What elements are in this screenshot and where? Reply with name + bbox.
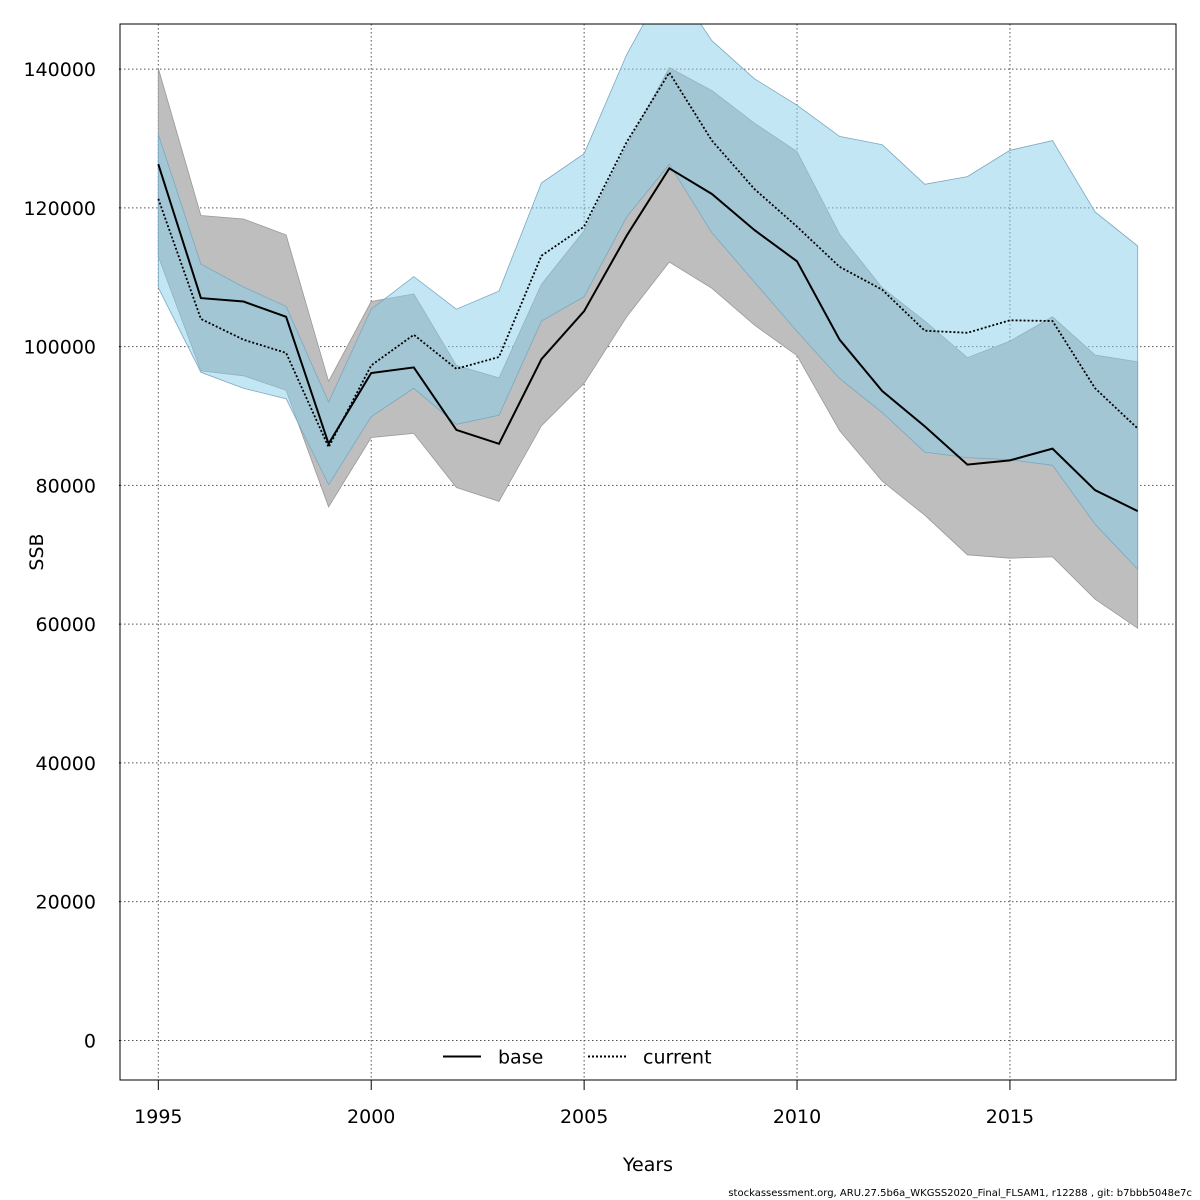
- x-tick-label-2005: 2005: [560, 1106, 608, 1128]
- legend-label-current: current: [643, 1046, 712, 1068]
- line-base: [157, 163, 1139, 512]
- y-tick-label-60000: 60000: [36, 614, 96, 636]
- y-tick-label-80000: 80000: [36, 475, 96, 497]
- x-tick-label-2000: 2000: [347, 1106, 395, 1128]
- x-axis: 1995 2000 2005 2010 2015: [134, 1079, 1034, 1128]
- band-current: [157, 24, 1139, 571]
- x-tick-label-2010: 2010: [773, 1106, 821, 1128]
- footer-credit: stockassessment.org, ARU.27.5b6a_WKGSS20…: [728, 1188, 1192, 1199]
- line-current: [157, 70, 1139, 450]
- legend: base current: [443, 1046, 712, 1068]
- y-tick-label-100000: 100000: [23, 337, 96, 359]
- y-tick-label-120000: 120000: [23, 198, 96, 220]
- confidence-bands: [157, 24, 1139, 630]
- y-tick-label-20000: 20000: [36, 892, 96, 914]
- y-tick-label-40000: 40000: [36, 753, 96, 775]
- legend-label-base: base: [498, 1046, 543, 1068]
- y-axis: 0 20000 40000 60000 80000 100000 120000 140000: [23, 59, 120, 1052]
- y-tick-label-140000: 140000: [23, 59, 96, 81]
- y-tick-label-0: 0: [84, 1030, 96, 1052]
- x-tick-label-1995: 1995: [134, 1106, 182, 1128]
- y-axis-title: SSB: [26, 533, 48, 570]
- x-tick-label-2015: 2015: [986, 1106, 1034, 1128]
- x-axis-title: Years: [622, 1154, 673, 1176]
- series-lines: [157, 70, 1139, 512]
